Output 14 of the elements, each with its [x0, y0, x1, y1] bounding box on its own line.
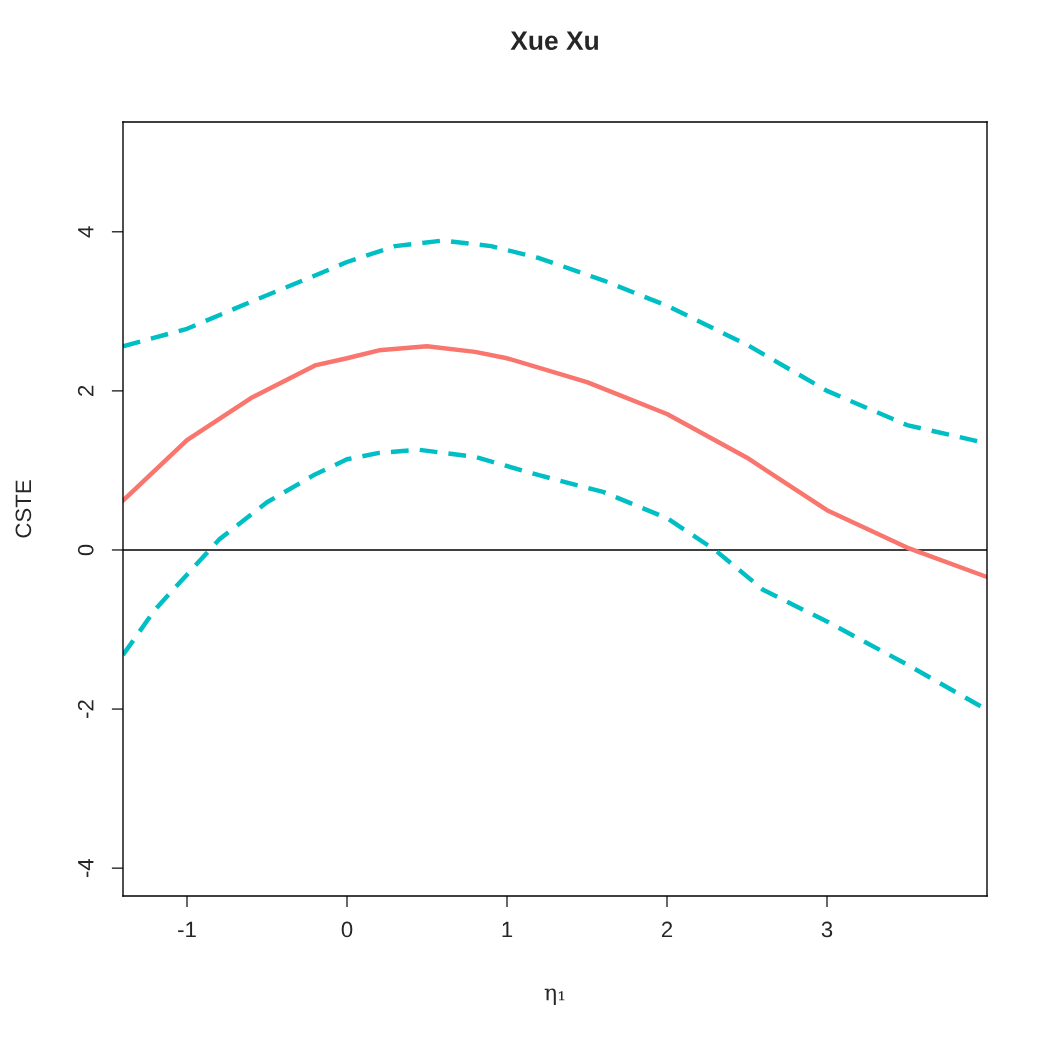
x-tick-label: 0	[341, 921, 353, 938]
y-tick-label: -2	[77, 700, 94, 718]
x-tick-label: -1	[178, 921, 196, 938]
x-tick-label: 2	[661, 921, 673, 938]
x-tick-label: 1	[502, 921, 513, 938]
y-tick-label: -4	[78, 858, 94, 878]
y-tick-label: 4	[78, 226, 94, 238]
chart-title: Xue Xu	[510, 31, 598, 51]
y-tick-label: 2	[77, 385, 94, 396]
y-tick-label: 0	[77, 544, 94, 556]
y-axis-title: CSTE	[15, 480, 32, 538]
x-axis-title: η₁	[544, 988, 565, 1005]
line-series	[123, 344, 987, 580]
x-tick-label: 3	[821, 921, 833, 938]
